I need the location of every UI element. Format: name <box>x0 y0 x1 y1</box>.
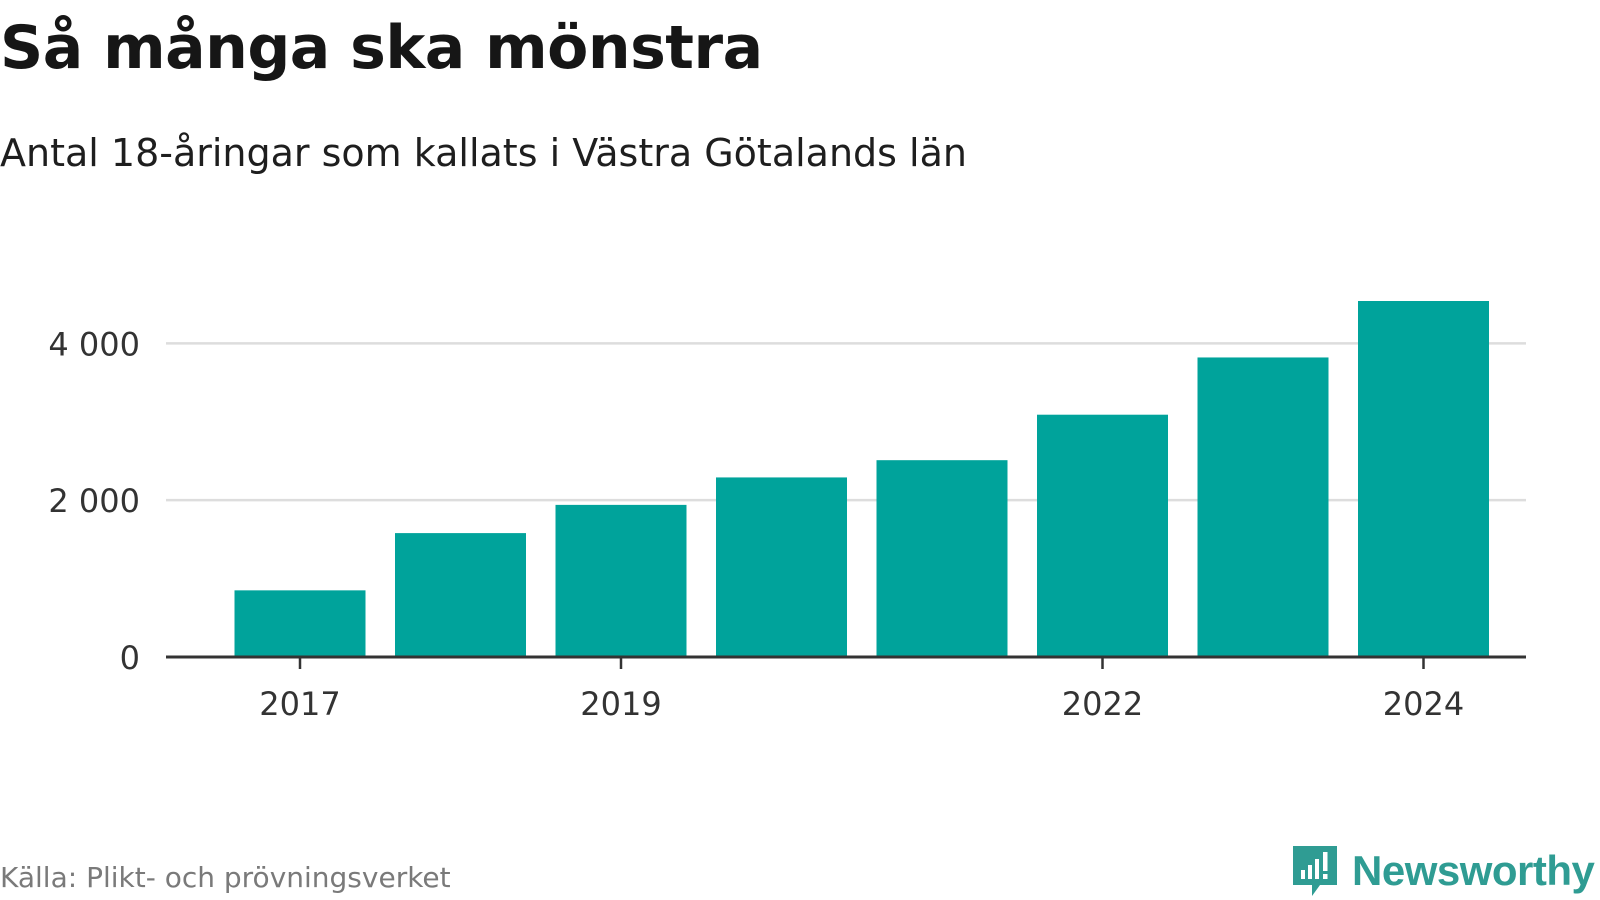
y-tick-label: 0 <box>120 639 140 677</box>
y-tick-label: 4 000 <box>48 325 140 363</box>
chart-subtitle: Antal 18-åringar som kallats i Västra Gö… <box>0 131 967 175</box>
newsworthy-logo-icon <box>1293 846 1337 896</box>
bar-2017 <box>234 590 366 657</box>
source-note: Källa: Plikt- och prövningsverket <box>0 861 451 894</box>
axes <box>166 655 1526 669</box>
x-tick-label: 2022 <box>1062 685 1143 723</box>
x-tick-label: 2019 <box>580 685 661 723</box>
bar-2022 <box>1037 414 1168 657</box>
bar-2018 <box>395 533 526 657</box>
bar-chart: 0 2 000 4 000 2017 2019 2022 2024 <box>48 301 1526 723</box>
bar-2020 <box>716 477 847 657</box>
bar-2021 <box>876 460 1008 657</box>
tick-labels: 0 2 000 4 000 2017 2019 2022 2024 <box>48 325 1464 723</box>
bars <box>234 301 1489 657</box>
bar-2023 <box>1197 357 1329 657</box>
bar-2024 <box>1358 301 1489 657</box>
bar-2019 <box>555 504 687 657</box>
chart-title: Så många ska mönstra <box>0 13 763 83</box>
x-tick-label: 2024 <box>1383 685 1464 723</box>
brand-logo[interactable]: Newsworthy <box>1290 843 1595 899</box>
x-tick-label: 2017 <box>259 685 340 723</box>
y-tick-label: 2 000 <box>48 482 140 520</box>
brand-name: Newsworthy <box>1352 847 1595 894</box>
